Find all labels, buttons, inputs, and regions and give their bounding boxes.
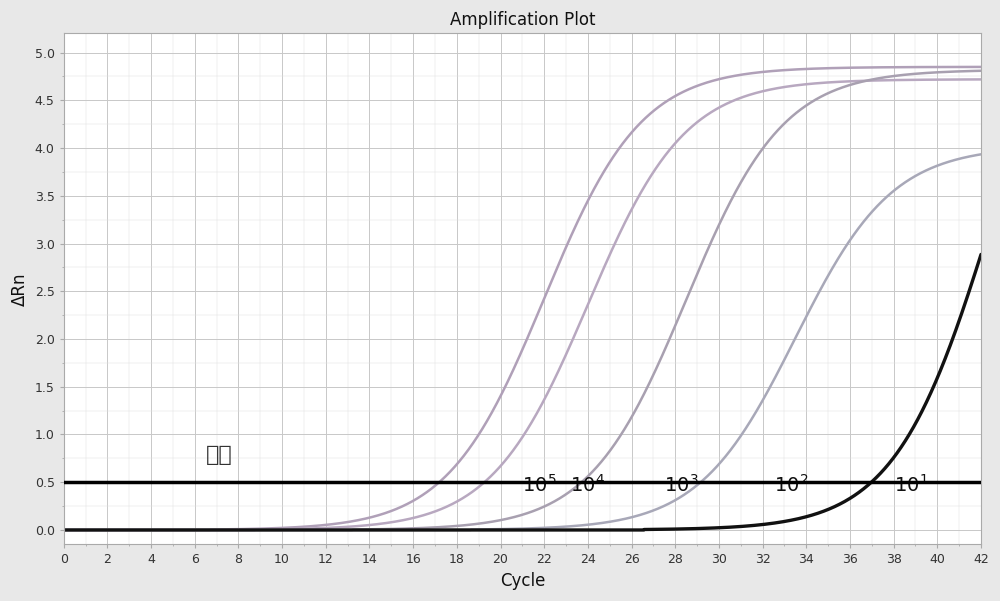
Text: 阈値: 阈値	[206, 445, 232, 465]
Text: $10^{5}$: $10^{5}$	[522, 474, 557, 496]
X-axis label: Cycle: Cycle	[500, 572, 545, 590]
Y-axis label: ΔRn: ΔRn	[11, 272, 29, 306]
Text: $10^{3}$: $10^{3}$	[664, 474, 699, 496]
Text: $10^{1}$: $10^{1}$	[894, 474, 928, 496]
Text: $10^{4}$: $10^{4}$	[570, 474, 605, 496]
Title: Amplification Plot: Amplification Plot	[450, 11, 595, 29]
Text: $10^{2}$: $10^{2}$	[774, 474, 808, 496]
